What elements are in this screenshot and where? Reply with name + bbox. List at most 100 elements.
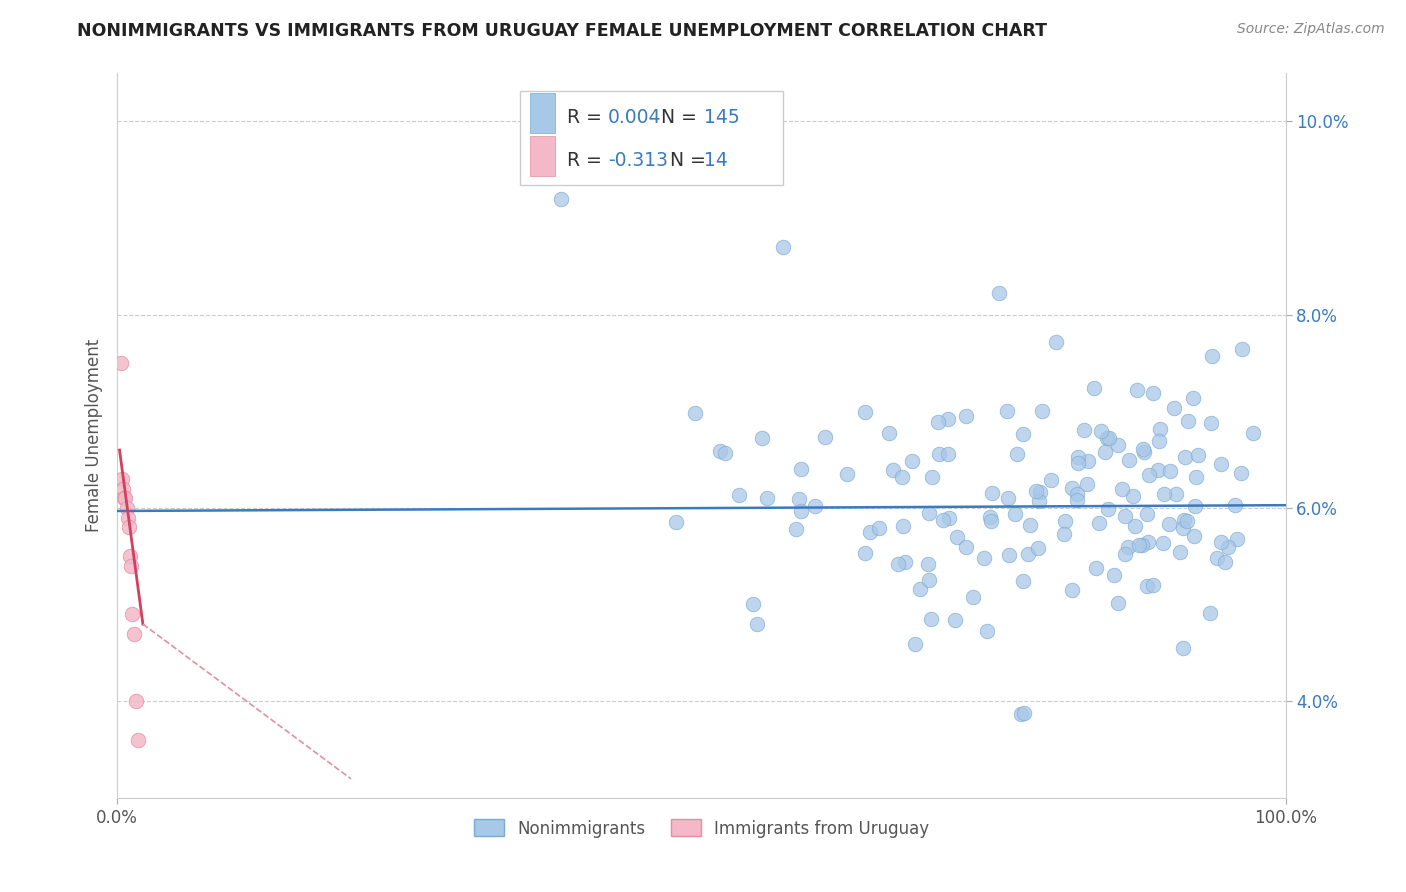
Point [121,607,143,622]
Point [1004,508,1026,522]
Point [1111,483,1133,497]
Point [973,550,995,565]
Point [790,504,813,518]
Point [1177,413,1199,427]
Point [790,461,813,475]
Text: NONIMMIGRANTS VS IMMIGRANTS FROM URUGUAY FEMALE UNEMPLOYMENT CORRELATION CHART: NONIMMIGRANTS VS IMMIGRANTS FROM URUGUAY… [77,22,1047,40]
Point [998,548,1021,562]
Point [112,491,135,506]
Point [1018,518,1040,533]
Point [995,404,1018,418]
Point [665,515,688,529]
Point [1230,342,1253,356]
Point [1114,509,1136,524]
Point [976,624,998,639]
Point [927,415,949,429]
Point [1132,445,1154,459]
Point [756,491,779,505]
Point [1045,335,1067,350]
Point [853,546,876,560]
Point [1060,583,1083,598]
Point [1223,499,1246,513]
Point [1060,481,1083,495]
Point [1137,468,1160,483]
Point [938,511,960,525]
Point [920,612,942,626]
Point [1083,381,1105,395]
Point [1107,438,1129,452]
Point [814,429,837,443]
Point [683,405,706,419]
Point [1209,457,1232,471]
Text: R =: R = [567,152,607,170]
Point [1175,514,1198,528]
Point [1090,424,1112,438]
Point [987,286,1010,301]
Point [1198,606,1220,620]
Point [1171,641,1194,656]
Point [787,491,810,506]
Point [1230,467,1253,481]
Point [112,482,135,496]
Point [1132,538,1154,552]
Point [936,447,959,461]
Point [1067,456,1090,470]
Point [1114,547,1136,561]
FancyBboxPatch shape [530,136,555,176]
Point [1076,477,1098,491]
Point [877,425,900,440]
Point [946,531,969,545]
Point [918,573,941,587]
Point [1215,555,1237,569]
Point [772,240,794,254]
Point [1054,514,1077,528]
Point [1149,434,1171,448]
Point [1039,473,1062,487]
Text: N =: N = [671,152,711,170]
Point [955,409,977,423]
Text: N =: N = [661,108,703,127]
Point [908,582,931,597]
Point [1052,526,1074,541]
Point [1097,502,1119,516]
Point [110,356,132,370]
Point [980,486,1002,500]
Y-axis label: Female Unemployment: Female Unemployment [86,339,103,533]
Point [747,616,769,631]
Point [1164,487,1187,501]
Point [1014,706,1036,721]
Point [125,694,148,708]
Point [1031,404,1053,418]
Point [891,469,914,483]
Point [962,590,984,604]
Point [1216,540,1239,554]
Point [1123,519,1146,533]
Point [921,470,943,484]
Point [979,510,1001,524]
Point [751,431,773,445]
Point [114,491,136,506]
Point [1142,577,1164,591]
Point [1157,517,1180,532]
Point [1174,450,1197,465]
Point [1017,547,1039,561]
Point [901,454,924,468]
FancyBboxPatch shape [530,93,555,133]
Point [1025,483,1047,498]
Point [1135,579,1157,593]
Point [955,540,977,554]
Point [1026,541,1049,556]
Point [1159,464,1181,478]
Point [1226,532,1249,546]
Point [835,467,858,481]
Point [891,519,914,533]
Point [917,558,939,572]
Point [858,525,880,540]
Point [1088,516,1111,530]
Legend: Nonimmigrants, Immigrants from Uruguay: Nonimmigrants, Immigrants from Uruguay [467,813,935,844]
Point [1182,391,1205,405]
Point [1147,463,1170,477]
Point [1028,494,1050,508]
Point [894,555,917,569]
Point [1094,445,1116,459]
